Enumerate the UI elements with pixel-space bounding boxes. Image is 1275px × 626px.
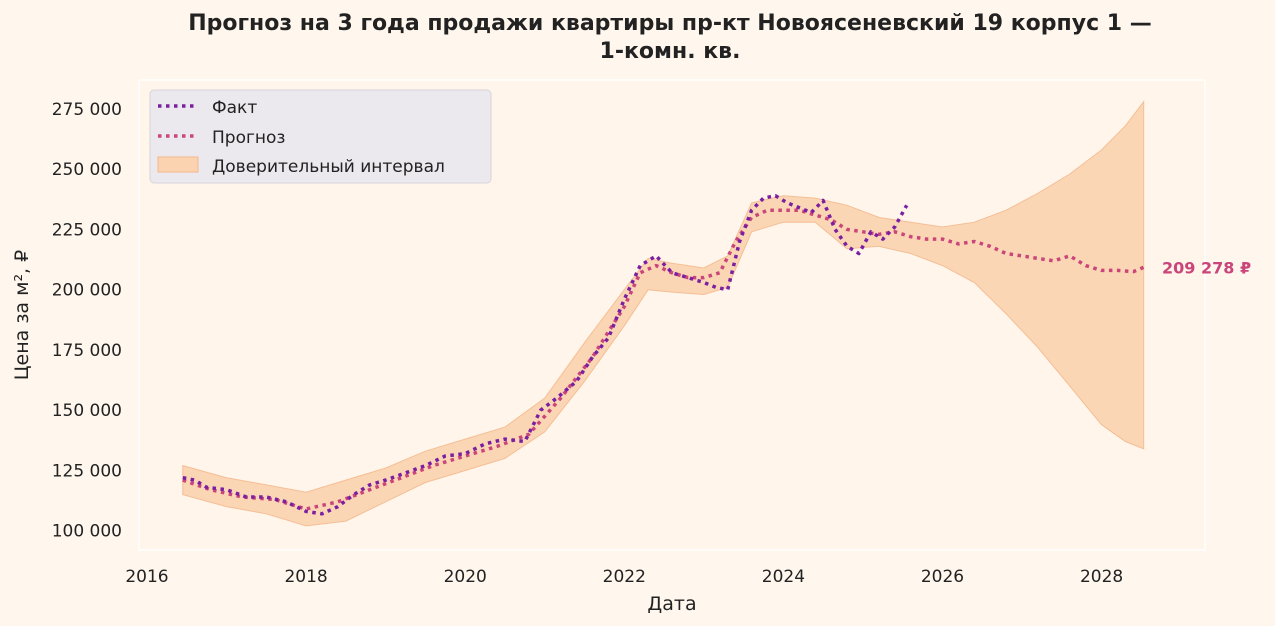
x-tick-label: 2026 [921, 567, 964, 587]
legend-box [149, 89, 492, 184]
legend: Факт Прогноз Доверительный интервал [149, 89, 492, 184]
series-layer [182, 193, 1145, 516]
x-tick-label: 2028 [1080, 567, 1123, 587]
y-axis-ticks: 100 000 125 000 150 000 175 000 200 000 225 0… [52, 100, 122, 542]
forecast-series-line [182, 208, 1145, 511]
y-tick-label: 200 000 [52, 281, 122, 301]
y-axis-label: Цена за м², ₽ [11, 250, 33, 380]
x-tick-label: 2018 [284, 567, 327, 587]
y-tick-label: 125 000 [52, 462, 122, 482]
y-tick-label: 175 000 [52, 341, 122, 361]
y-tick-label: 250 000 [52, 160, 122, 180]
x-axis-ticks: 2016 2018 2020 2022 2024 2026 2028 [125, 567, 1123, 587]
y-tick-label: 275 000 [52, 100, 122, 120]
x-tick-label: 2016 [125, 567, 168, 587]
x-axis-label: Дата [647, 593, 696, 615]
y-tick-label: 150 000 [52, 401, 122, 421]
legend-forecast-label: Прогноз [212, 128, 285, 148]
chart-title: Прогноз на 3 года продажи квартиры пр-кт… [0, 10, 1275, 66]
x-tick-label: 2024 [762, 567, 805, 587]
x-tick-label: 2020 [444, 567, 487, 587]
chart-title-line1: Прогноз на 3 года продажи квартиры пр-кт… [188, 11, 1152, 36]
fact-series-line [182, 193, 909, 516]
confidence-band-layer [182, 100, 1145, 527]
legend-band-swatch [157, 156, 199, 173]
confidence-band [182, 100, 1145, 527]
y-tick-label: 225 000 [52, 220, 122, 240]
last-value-label: 209 278 ₽ [1162, 258, 1251, 277]
x-tick-label: 2022 [603, 567, 646, 587]
legend-band-label: Доверительный интервал [212, 157, 445, 177]
y-tick-label: 100 000 [52, 522, 122, 542]
chart-title-line2: 1-комн. кв. [599, 39, 741, 64]
legend-fact-label: Факт [212, 98, 257, 118]
